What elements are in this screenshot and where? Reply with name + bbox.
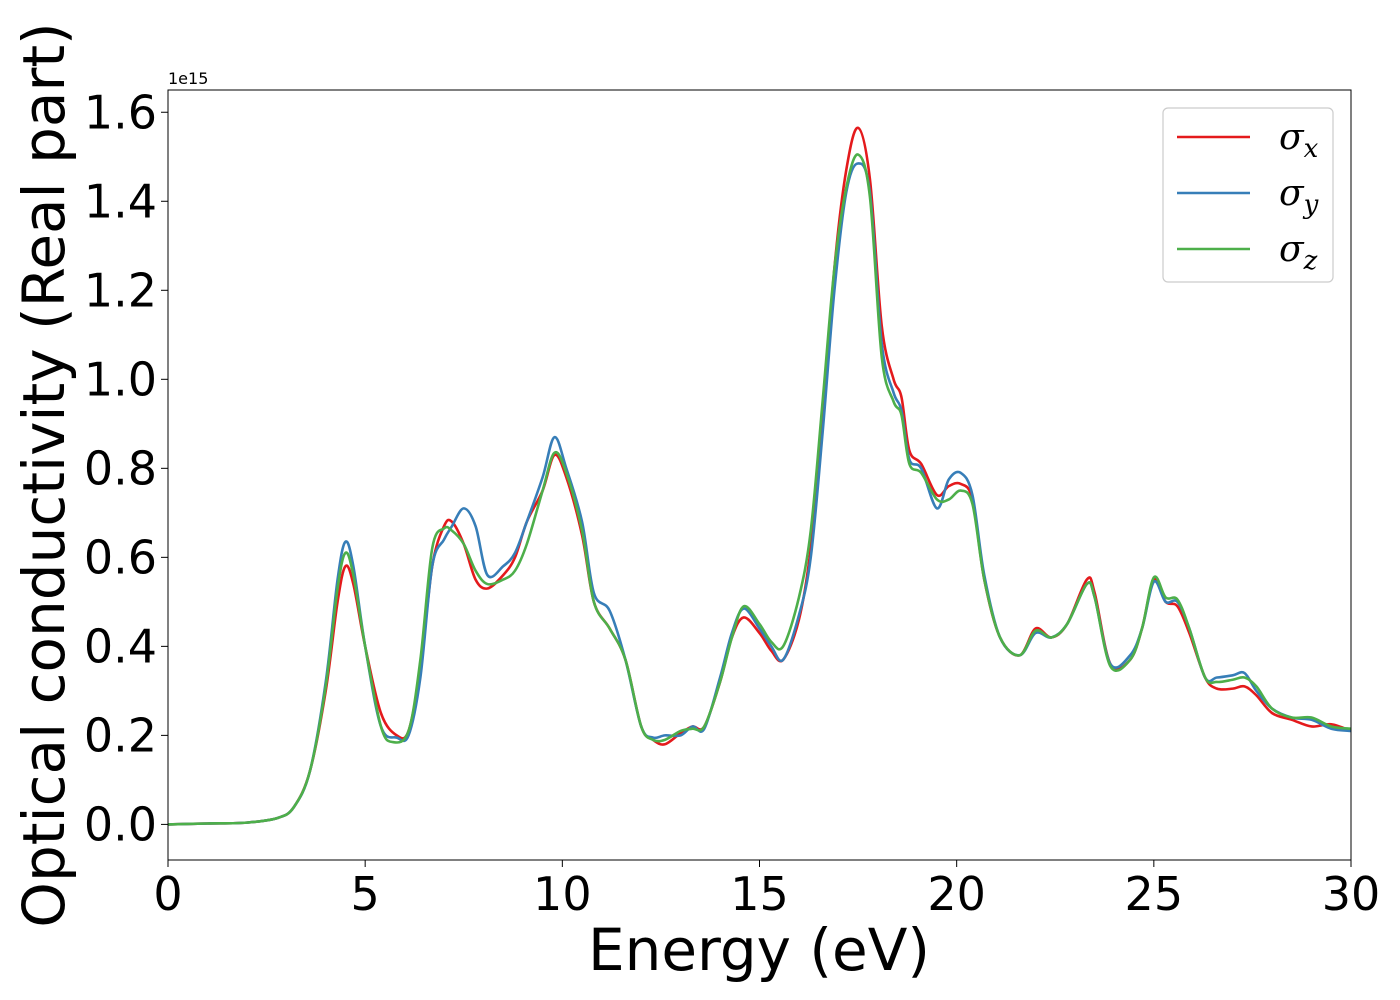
y-tick-label: 1.6 <box>84 85 157 139</box>
y-tick-label: 0.2 <box>84 708 157 762</box>
y-axis-title: Optical conductivity (Real part) <box>10 22 78 927</box>
legend-label-y: σy <box>1279 173 1319 220</box>
y-axis-ticks: 0.0 0.2 0.4 0.6 0.8 1.0 1.2 1.4 1.6 <box>84 85 168 851</box>
y-tick-label: 1.2 <box>84 263 157 317</box>
y-tick-label: 0.8 <box>84 441 157 495</box>
x-axis-title: Energy (eV) <box>588 916 930 984</box>
x-tick-label: 0 <box>153 867 182 921</box>
x-tick-label: 25 <box>1125 867 1184 921</box>
x-tick-label: 10 <box>533 867 592 921</box>
legend-label-z: σz <box>1279 229 1318 276</box>
y-tick-label: 0.4 <box>84 619 157 673</box>
y-tick-label: 1.0 <box>84 352 157 406</box>
legend: σx σy σz <box>1162 107 1334 283</box>
x-tick-label: 20 <box>927 867 986 921</box>
x-tick-label: 15 <box>730 867 789 921</box>
y-tick-label: 1.4 <box>84 174 157 228</box>
series-line-z <box>167 153 1352 826</box>
y-tick-label: 0.6 <box>84 530 157 584</box>
series-lines <box>167 126 1352 826</box>
x-tick-label: 5 <box>351 867 380 921</box>
legend-label-x: σx <box>1279 117 1319 164</box>
x-tick-label: 30 <box>1322 867 1381 921</box>
legend-box <box>1162 107 1334 283</box>
y-tick-label: 0.0 <box>84 797 157 851</box>
plot-frame <box>167 89 1352 861</box>
x-axis-ticks: 0 5 10 15 20 25 30 <box>153 860 1380 921</box>
y-offset-label: 1e15 <box>168 69 208 88</box>
